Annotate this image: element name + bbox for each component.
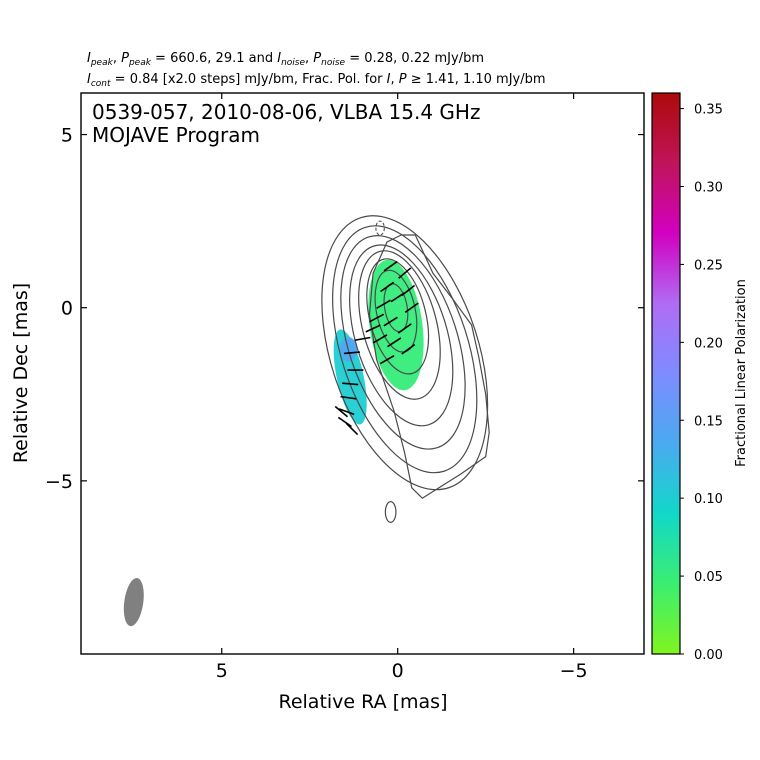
colorbar-label: Fractional Linear Polarization xyxy=(734,279,749,467)
evpa-tick xyxy=(342,382,359,386)
evpa-tick xyxy=(401,343,416,355)
fractional-polarization-layer xyxy=(333,259,424,425)
evpa-tick xyxy=(354,336,371,342)
evpa-tick xyxy=(379,354,395,365)
chart-title-line-1: 0539-057, 2010-08-06, VLBA 15.4 GHz xyxy=(92,100,480,124)
contour-outer xyxy=(368,234,490,499)
plot-frame xyxy=(80,92,645,655)
x-axis-ticks: 5 0 −5 xyxy=(216,93,588,682)
y-axis-label: Relative Dec [mas] xyxy=(10,283,32,463)
evpa-tick xyxy=(387,337,402,348)
colorbar-tick-label: 0.15 xyxy=(694,414,723,429)
colorbar-frame xyxy=(651,92,681,655)
beam-ellipse xyxy=(123,578,144,627)
evpa-tick xyxy=(397,323,412,334)
evpa-tick xyxy=(369,313,385,323)
evpa-tick xyxy=(376,299,391,309)
colorbar-tick-label: 0.00 xyxy=(694,648,723,663)
contour-level-0 xyxy=(321,215,489,491)
colorbar-tick-label: 0.05 xyxy=(694,570,723,585)
colorbar-tick-label: 0.25 xyxy=(694,258,723,273)
contour-island xyxy=(384,501,397,524)
x-tick-label: 0 xyxy=(392,660,404,682)
header-line-1: Ipeak, Ppeak = 660.6, 29.1 and Inoise, P… xyxy=(87,51,484,68)
contour-layer xyxy=(321,215,490,524)
x-tick-label: −5 xyxy=(560,660,588,682)
y-tick-label: 5 xyxy=(61,125,73,147)
evpa-tick xyxy=(337,416,352,428)
evpa-tick xyxy=(365,324,381,333)
plot-area xyxy=(123,215,490,627)
colorbar: 0.00 0.05 0.10 0.15 0.20 0.25 0.30 0.35 Fractio… xyxy=(651,92,749,663)
colorbar-gradient xyxy=(652,93,680,654)
evpa-tick xyxy=(380,281,395,293)
colorbar-ticks: 0.00 0.05 0.10 0.15 0.20 0.25 0.30 0.35 xyxy=(680,103,723,663)
contour-level-2 xyxy=(340,235,466,450)
contour-level-4 xyxy=(358,250,441,400)
colorbar-tick-label: 0.20 xyxy=(694,336,723,351)
evpa-tick xyxy=(340,395,357,400)
evpa-tick-layer xyxy=(334,260,419,436)
y-axis-ticks: 5 0 −5 xyxy=(45,125,644,493)
colorbar-tick-label: 0.30 xyxy=(694,181,723,196)
colorbar-tick-label: 0.35 xyxy=(694,103,723,118)
beam-layer xyxy=(123,578,144,627)
y-tick-label: 0 xyxy=(61,298,73,320)
evpa-tick xyxy=(404,302,419,313)
evpa-tick xyxy=(343,351,360,355)
y-tick-label: −5 xyxy=(45,471,73,493)
contour-level-5 xyxy=(366,258,430,375)
evpa-tick xyxy=(345,422,359,436)
evpa-tick xyxy=(372,334,388,344)
evpa-tick xyxy=(338,408,355,416)
evpa-tick xyxy=(334,405,349,418)
x-axis-label: Relative RA [mas] xyxy=(278,691,447,713)
x-tick-label: 5 xyxy=(216,660,228,682)
colorbar-tick-label: 0.10 xyxy=(694,492,723,507)
contour-negative xyxy=(375,220,385,236)
chart-title-line-2: MOJAVE Program xyxy=(92,123,260,147)
evpa-tick xyxy=(398,267,412,279)
contour-level-1 xyxy=(332,225,478,474)
evpa-tick xyxy=(390,292,405,303)
evpa-tick xyxy=(383,316,398,327)
evpa-tick xyxy=(383,260,398,272)
header-line-2: Icont = 0.84 [x2.0 steps] mJy/bm, Frac. … xyxy=(87,72,546,89)
contour-level-3 xyxy=(349,244,454,427)
